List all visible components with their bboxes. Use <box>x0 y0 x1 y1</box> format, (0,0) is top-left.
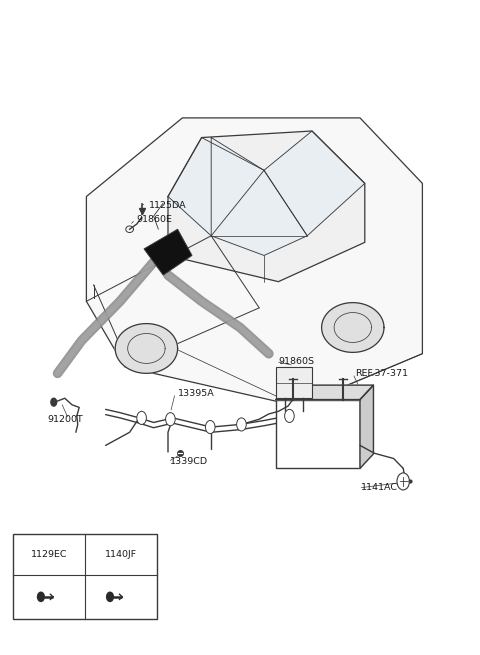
Text: 1129EC: 1129EC <box>31 550 68 559</box>
Polygon shape <box>360 385 373 468</box>
Bar <box>13 534 157 619</box>
Circle shape <box>107 592 113 601</box>
Bar <box>276 400 360 468</box>
Text: 91860E: 91860E <box>137 215 173 224</box>
Text: 1125DA: 1125DA <box>149 201 186 210</box>
Circle shape <box>166 413 175 426</box>
Circle shape <box>51 398 57 406</box>
Text: 1141AC: 1141AC <box>361 483 398 493</box>
Text: 13395A: 13395A <box>178 388 215 398</box>
Text: REF.37-371: REF.37-371 <box>355 369 408 378</box>
Polygon shape <box>211 138 307 255</box>
Polygon shape <box>144 229 192 275</box>
Text: 91860S: 91860S <box>278 357 314 366</box>
Circle shape <box>37 592 44 601</box>
Bar <box>276 367 312 398</box>
Polygon shape <box>322 303 384 352</box>
Polygon shape <box>168 131 365 282</box>
Circle shape <box>205 421 215 434</box>
Polygon shape <box>168 138 264 236</box>
Circle shape <box>237 418 246 431</box>
Circle shape <box>285 409 294 422</box>
Circle shape <box>397 473 409 490</box>
Polygon shape <box>264 131 365 236</box>
Polygon shape <box>276 385 373 400</box>
Text: 91200T: 91200T <box>47 415 83 424</box>
Polygon shape <box>86 118 422 406</box>
Text: 1140JF: 1140JF <box>106 550 137 559</box>
Text: 1339CD: 1339CD <box>170 457 208 466</box>
Polygon shape <box>115 324 178 373</box>
Circle shape <box>137 411 146 424</box>
